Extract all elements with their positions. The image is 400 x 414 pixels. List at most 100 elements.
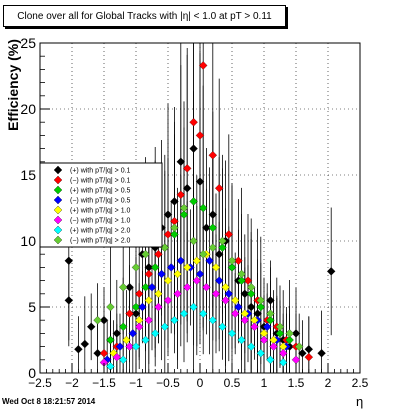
data-point	[131, 263, 141, 272]
data-point	[179, 309, 189, 318]
data-point	[275, 322, 285, 332]
data-point	[246, 282, 256, 292]
y-axis: 0 5 10 15 20 25	[20, 35, 50, 381]
data-point	[74, 345, 83, 354]
x-tick-label: −1.5	[92, 376, 116, 390]
data-point	[198, 249, 208, 259]
data-point	[218, 322, 227, 332]
data-point	[163, 210, 173, 219]
data-point	[118, 282, 128, 292]
data-point	[304, 352, 314, 362]
data-point	[122, 335, 131, 345]
data-point	[106, 335, 115, 345]
data-point	[266, 355, 275, 365]
data-point	[224, 230, 234, 239]
x-tick-label: 1.5	[288, 376, 305, 390]
legend-label: (−) with pT/|q| > 0.5	[70, 198, 131, 205]
legend: (+) with pT/|q| > 0.1 (−) with pT/|q| > 0…	[39, 162, 163, 248]
x-axis: −2.5 −2 −1.5 −1 −0.5 0 0.5 1 1.5 2 2.5	[28, 363, 369, 390]
legend-box	[39, 162, 163, 248]
data-point	[240, 289, 250, 299]
data-point	[227, 263, 237, 272]
data-point	[141, 335, 150, 345]
data-point	[179, 210, 189, 219]
data-point	[256, 302, 266, 312]
legend-marker	[53, 205, 63, 215]
x-tick-label: 0.5	[224, 376, 241, 390]
data-point	[154, 289, 163, 299]
data-point	[170, 230, 179, 239]
legend-label: (+) with pT/|q| > 1.0	[70, 208, 131, 215]
x-tick-label: −2	[65, 376, 79, 390]
data-point	[218, 236, 227, 246]
data-point	[227, 329, 237, 338]
legend-marker	[53, 195, 63, 205]
y-tick-label: 15	[20, 167, 36, 183]
data-point	[144, 269, 154, 279]
data-point	[182, 282, 192, 292]
data-point	[269, 342, 278, 351]
data-point	[214, 249, 224, 259]
data-point	[93, 315, 102, 325]
x-tick-label: 1	[261, 376, 268, 390]
data-point	[176, 157, 186, 167]
data-point	[131, 309, 141, 318]
data-point	[144, 315, 154, 325]
data-point	[182, 164, 192, 173]
data-point	[237, 269, 246, 279]
y-tick-label: 25	[20, 35, 36, 51]
data-point	[230, 309, 240, 318]
data-point	[234, 256, 243, 266]
data-point	[112, 329, 122, 338]
data-point	[138, 302, 147, 312]
data-point	[256, 348, 266, 358]
data-point	[189, 302, 198, 312]
data-point	[208, 150, 218, 160]
data-point	[291, 355, 301, 365]
data-point	[294, 342, 304, 351]
legend-label: (+) with pT/|q| > 0.1	[70, 168, 131, 175]
data-point	[285, 329, 294, 338]
data-point	[170, 223, 179, 233]
data-point	[192, 276, 202, 285]
data-point	[131, 342, 141, 351]
data-point	[285, 335, 294, 345]
data-point	[246, 302, 256, 312]
data-point	[275, 329, 285, 338]
data-point	[291, 329, 301, 338]
chart-title: Clone over all for Global Tracks with |η…	[3, 5, 286, 27]
data-point	[173, 289, 182, 299]
data-point	[182, 263, 192, 272]
data-point	[189, 117, 198, 127]
data-point	[163, 276, 173, 285]
data-point	[93, 348, 102, 358]
data-point	[230, 296, 240, 305]
data-point	[195, 131, 205, 140]
data-point	[80, 339, 90, 349]
data-point	[278, 358, 288, 367]
data-point	[214, 276, 224, 285]
data-point	[240, 315, 250, 325]
data-point	[317, 348, 326, 358]
x-tick-label: −1	[129, 376, 143, 390]
x-tick-label: −0.5	[156, 376, 180, 390]
data-point	[189, 197, 198, 206]
data-point	[250, 322, 259, 332]
data-point	[218, 243, 227, 252]
data-point	[198, 203, 208, 213]
legend-label: (−) with pT/|q| > 0.1	[70, 178, 131, 185]
data-point	[106, 302, 115, 312]
data-point	[115, 342, 125, 351]
x-tick-label: 0	[197, 376, 204, 390]
data-point	[246, 289, 256, 299]
data-point	[278, 348, 288, 358]
data-point	[182, 183, 192, 193]
data-point	[192, 256, 202, 266]
data-point	[266, 296, 275, 305]
data-point	[131, 302, 141, 312]
data-point	[86, 322, 96, 332]
data-point	[134, 322, 144, 332]
data-point	[128, 329, 138, 338]
data-point	[266, 309, 275, 318]
